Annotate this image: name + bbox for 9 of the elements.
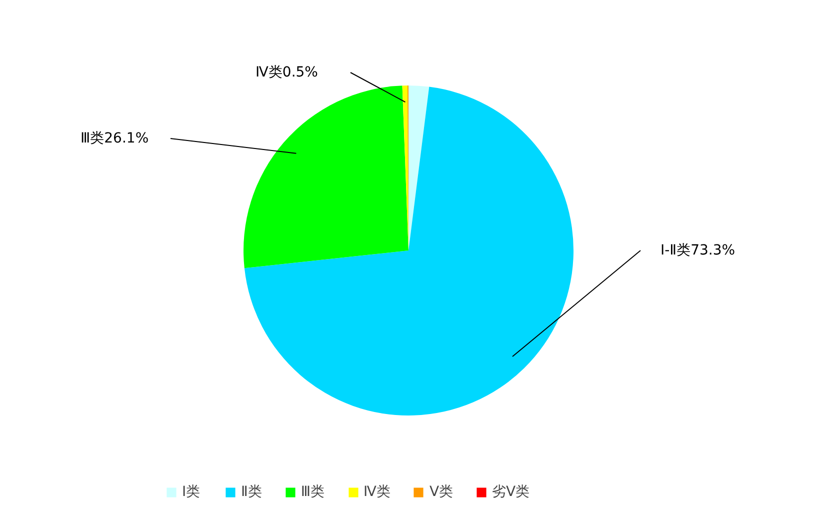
text: Ⅲ类26.1% xyxy=(80,130,149,146)
legend-label: Ⅲ类 xyxy=(300,483,325,501)
text: Ⅰ-Ⅱ类73.3% xyxy=(660,242,736,258)
text: Ⅳ类0.5% xyxy=(256,64,318,80)
legend-label: Ⅴ类 xyxy=(429,483,454,501)
legend-label: Ⅳ类 xyxy=(364,483,390,501)
legend-label: 劣Ⅴ类 xyxy=(492,483,530,501)
legend-label: Ⅱ类 xyxy=(241,483,262,501)
legend-label: Ⅰ类 xyxy=(182,483,202,501)
